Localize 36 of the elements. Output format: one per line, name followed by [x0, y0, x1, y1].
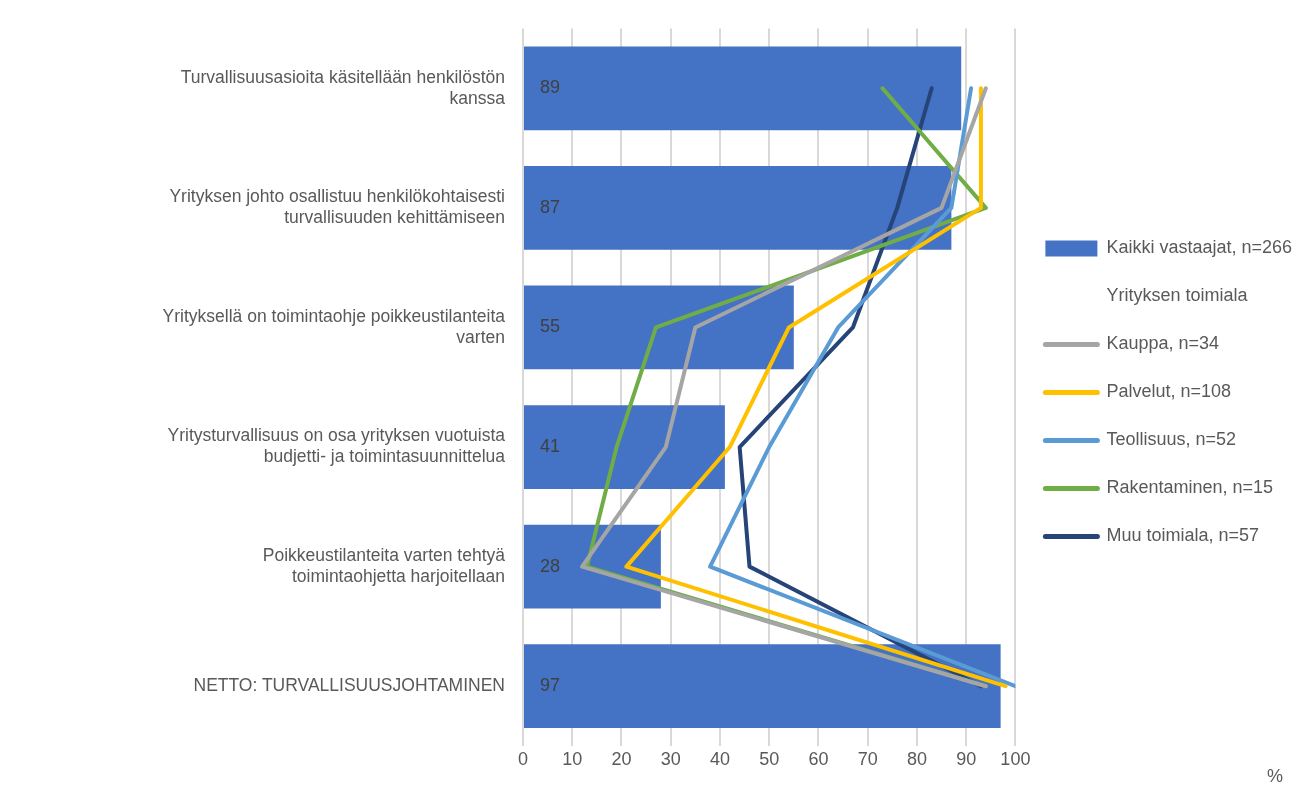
x-tick-label: 60: [808, 748, 829, 769]
bar: [524, 46, 962, 131]
x-tick-label: 40: [709, 748, 730, 769]
data-label: 87: [540, 196, 561, 217]
legend-label: Kaikki vastaajat, n=266: [1106, 237, 1293, 258]
data-label: 89: [540, 77, 561, 98]
x-tick-label: 20: [611, 748, 632, 769]
y-tick-label: Yrityksen johto osallistuu henkilökohtaisesti turvallisuuden kehittämiseen: [169, 186, 505, 228]
y-tick-label: Poikkeustilanteita varten tehtyä toimintaohjetta harjoitellaan: [262, 544, 506, 586]
x-tick-label: 30: [660, 748, 681, 769]
x-tick-label: 80: [906, 748, 927, 769]
data-label: 28: [540, 555, 561, 576]
legend-label: Palvelut, n=108: [1106, 381, 1231, 402]
data-label: 41: [540, 436, 561, 457]
bar: [524, 405, 725, 489]
bar: [524, 166, 952, 250]
data-label: 97: [540, 675, 561, 696]
x-tick-label: 0: [517, 748, 529, 769]
legend-label: Rakentaminen, n=15: [1106, 477, 1274, 498]
x-tick-label: 70: [857, 748, 878, 769]
y-tick-label: Turvallisuusasioita käsitellään henkilöstön kanssa: [180, 66, 506, 108]
legend-label: Teollisuus, n=52: [1106, 429, 1236, 450]
data-label: 55: [540, 316, 561, 337]
x-tick-label: 100: [1000, 748, 1031, 769]
legend-title: Yrityksen toimiala: [1106, 285, 1249, 306]
x-tick-label: 90: [956, 748, 977, 769]
y-tick-label: NETTO: TURVALLISUUSJOHTAMINEN: [193, 675, 505, 696]
text: %: [1266, 765, 1284, 785]
legend-label: Kauppa, n=34: [1106, 333, 1219, 354]
bar: [524, 285, 794, 370]
x-tick-label: 50: [759, 748, 780, 769]
bar: [524, 644, 1001, 729]
x-tick-label: 10: [562, 748, 583, 769]
y-tick-label: Yrityksellä on toimintaohje poikkeustilanteita varten: [162, 305, 506, 347]
y-tick-label: Yritysturvallisuus on osa yrityksen vuotuista budjetti- ja toimintasuunnittelua: [167, 425, 506, 467]
legend-label: Muu toimiala, n=57: [1106, 525, 1259, 546]
